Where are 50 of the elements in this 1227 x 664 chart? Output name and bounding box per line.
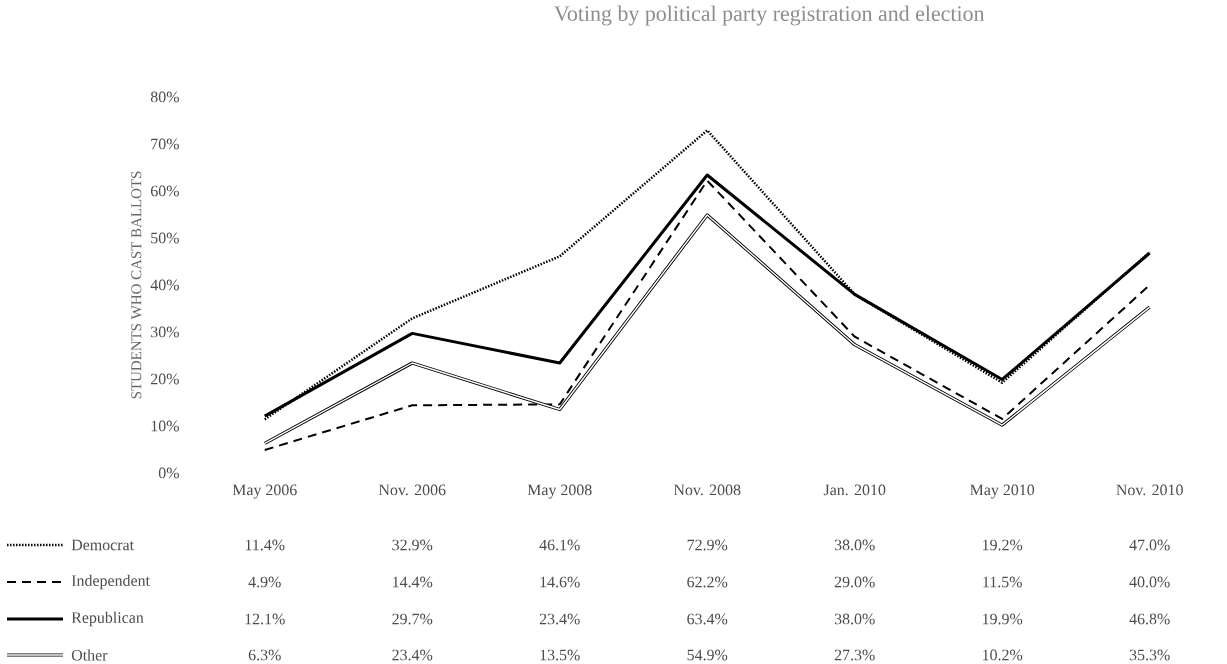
data-label: 14.6% bbox=[540, 576, 580, 588]
data-label: 27.3% bbox=[834, 649, 875, 661]
y-tick-label: 40% bbox=[150, 279, 179, 291]
data-label: 40.0% bbox=[1129, 576, 1170, 588]
data-label: 32.9% bbox=[392, 539, 433, 551]
legend-label: Democrat bbox=[71, 539, 134, 551]
data-label: 10.2% bbox=[983, 649, 1023, 661]
data-label: 72.9% bbox=[687, 539, 728, 551]
legend-label: Other bbox=[71, 649, 108, 661]
data-label: 54.9% bbox=[687, 649, 728, 661]
y-tick-label: 80% bbox=[150, 91, 179, 103]
data-label: 62.2% bbox=[687, 576, 728, 588]
data-label: 23.4% bbox=[392, 649, 433, 661]
x-tick-label: Nov. 2008 bbox=[673, 484, 741, 496]
data-label: 11.4% bbox=[245, 539, 285, 551]
y-tick-label: 50% bbox=[151, 232, 179, 244]
data-label: 46.1% bbox=[539, 539, 580, 551]
x-tick-label: Nov. 2006 bbox=[378, 484, 446, 496]
data-label: 13.5% bbox=[540, 649, 580, 661]
data-label: 12.1% bbox=[245, 613, 285, 625]
data-label: 14.4% bbox=[393, 576, 433, 588]
x-tick-label: Nov. 2010 bbox=[1116, 484, 1183, 496]
chart-title: Voting by political party registration and election bbox=[554, 5, 985, 26]
data-label: 29.7% bbox=[392, 613, 433, 625]
y-tick-label: 30% bbox=[151, 326, 179, 338]
data-label: 6.3% bbox=[248, 649, 281, 661]
data-label: 19.2% bbox=[983, 539, 1023, 551]
x-tick-label: May 2008 bbox=[527, 484, 592, 499]
data-label: 63.4% bbox=[687, 613, 728, 625]
data-label: 19.9% bbox=[983, 613, 1023, 625]
data-label: 4.9% bbox=[248, 576, 281, 588]
x-tick-label: Jan. 2010 bbox=[823, 484, 886, 496]
data-label: 29.0% bbox=[834, 576, 875, 588]
y-axis-title: STUDENTS WHO CAST BALLOTS bbox=[131, 171, 142, 399]
y-tick-label: 0% bbox=[158, 467, 179, 479]
data-label: 38.0% bbox=[834, 613, 875, 625]
data-label: 46.8% bbox=[1129, 613, 1170, 625]
y-tick-label: 20% bbox=[150, 373, 179, 385]
y-tick-label: 10% bbox=[151, 420, 179, 432]
data-label: 11.5% bbox=[983, 576, 1022, 588]
data-label: 35.3% bbox=[1129, 649, 1170, 661]
data-label: 38.0% bbox=[834, 539, 875, 551]
legend-label: Independent bbox=[71, 574, 150, 590]
x-tick-label: May 2006 bbox=[232, 484, 297, 499]
y-tick-label: 70% bbox=[151, 138, 179, 150]
data-label: 47.0% bbox=[1129, 539, 1170, 551]
data-label: 23.4% bbox=[539, 613, 580, 625]
legend-label: Republican bbox=[71, 611, 144, 627]
y-tick-label: 60% bbox=[150, 185, 179, 197]
x-tick-label: May 2010 bbox=[970, 484, 1035, 499]
